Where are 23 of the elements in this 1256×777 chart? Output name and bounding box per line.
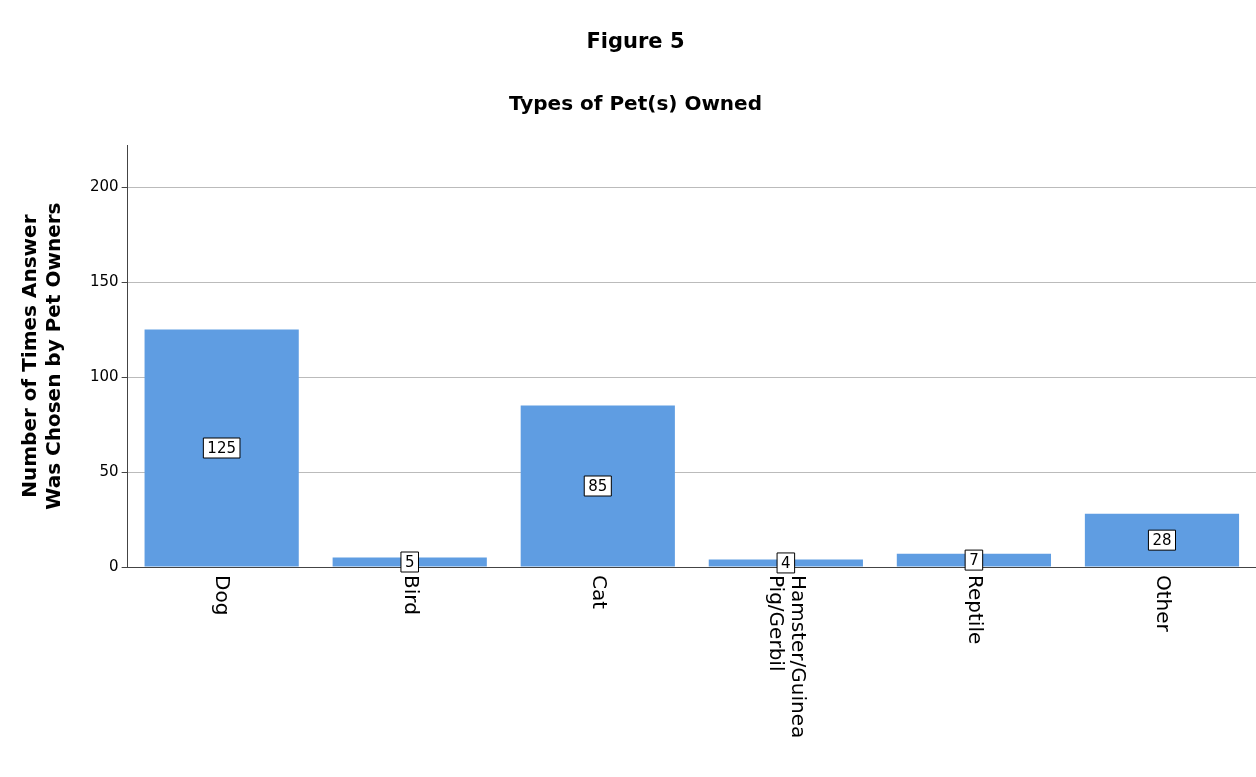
x-tick-label: Hamster/Guinea Pig/Gerbil (764, 575, 811, 739)
y-tick-label: 200 (89, 176, 119, 195)
chart-subtitle: Types of Pet(s) Owned (509, 91, 762, 116)
data-label: 7 (969, 550, 979, 569)
y-tick-label: 0 (109, 556, 119, 575)
x-tick-label: Dog (211, 575, 236, 616)
y-tick-label: 100 (89, 366, 119, 385)
y-tick-label: 150 (89, 271, 119, 290)
bar (1084, 513, 1240, 567)
x-tick-label: Other (1151, 575, 1176, 633)
y-axis-title: Number of Times Answer Was Chosen by Pet Owners (17, 202, 66, 510)
y-tick-label: 50 (99, 461, 119, 480)
x-tick-label: Reptile (963, 575, 988, 645)
data-label: 125 (207, 438, 236, 457)
data-label: 28 (1152, 531, 1172, 550)
bar (144, 329, 299, 567)
data-label: 5 (404, 552, 415, 571)
chart-title: Figure 5 (586, 29, 685, 54)
data-label: 85 (588, 476, 608, 495)
data-label: 4 (781, 553, 791, 572)
x-tick-label: Bird (399, 575, 424, 615)
x-tick-label: Cat (587, 575, 612, 610)
bar (520, 405, 675, 567)
